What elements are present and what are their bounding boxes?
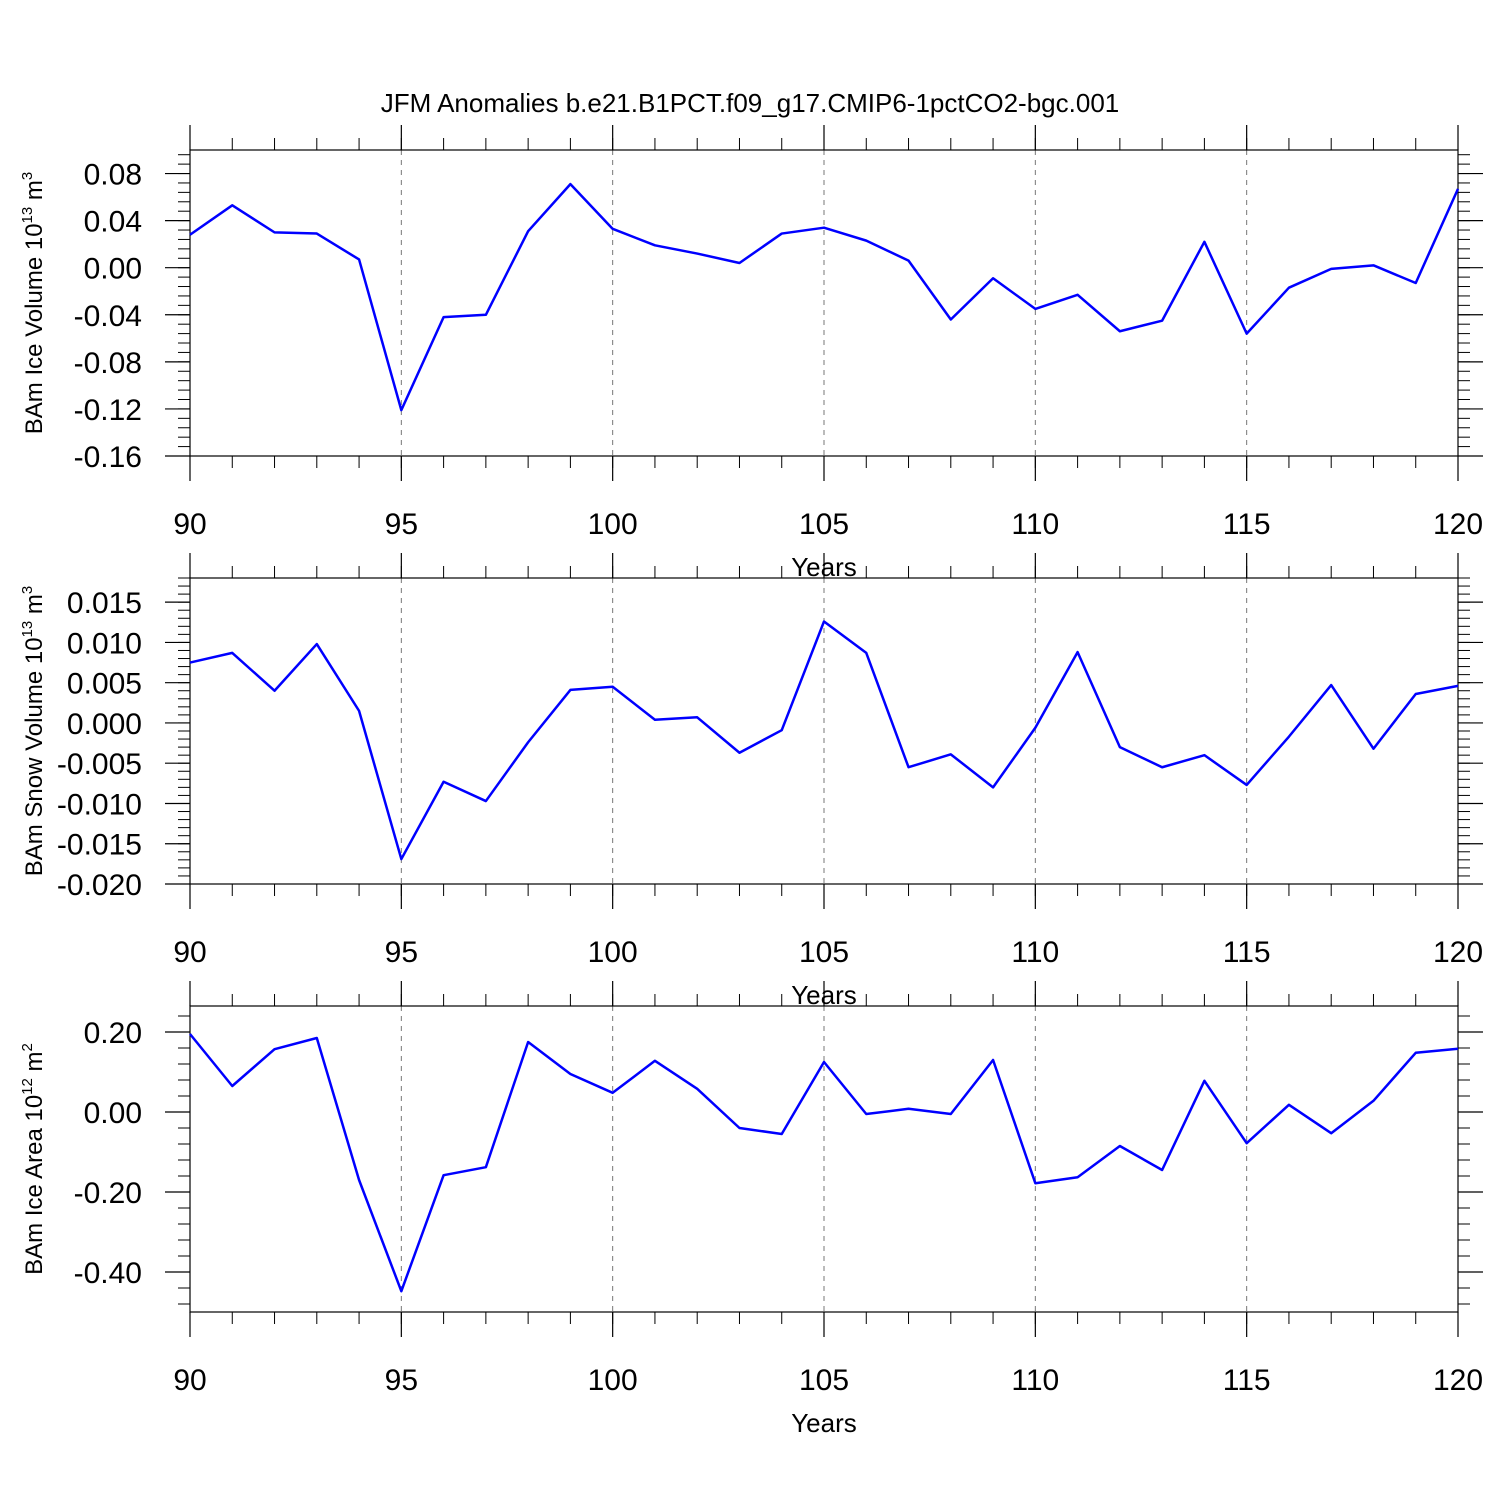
x-tick-label: 120	[1433, 936, 1483, 969]
x-tick-label: 100	[588, 508, 638, 541]
y-axis-label-sup: 13	[19, 207, 36, 224]
x-tick-label: 100	[588, 1364, 638, 1397]
y-axis-label-part: m	[21, 594, 48, 621]
y-axis-label-sup: 3	[19, 586, 36, 594]
y-tick-label: 0.015	[67, 587, 142, 620]
x-tick-label: 90	[173, 1364, 206, 1397]
y-tick-label: -0.08	[74, 347, 142, 380]
x-tick-label: 115	[1223, 508, 1271, 541]
y-axis-label-sup: 2	[19, 1043, 36, 1051]
y-tick-label: 0.00	[84, 253, 142, 286]
y-axis-label: BAm Ice Volume 1013 m3	[19, 172, 48, 434]
y-axis-label: BAm Snow Volume 1013 m3	[19, 586, 48, 877]
x-tick-label: 95	[385, 508, 418, 541]
x-tick-label: 95	[385, 936, 418, 969]
plot-frame	[189, 149, 1459, 457]
x-tick-label: 115	[1223, 936, 1271, 969]
x-tick-label: 120	[1433, 508, 1483, 541]
y-tick-label: -0.020	[57, 869, 142, 902]
y-tick-label: 0.00	[84, 1097, 142, 1130]
x-tick-label: 105	[799, 508, 849, 541]
y-tick-label: -0.04	[74, 300, 142, 333]
x-tick-label: 120	[1433, 1364, 1483, 1397]
x-tick-label: 110	[1011, 508, 1059, 541]
data-line	[189, 620, 1459, 861]
plot-frame	[189, 577, 1459, 885]
y-axis-label-part: BAm Ice Volume 10	[21, 223, 48, 434]
y-tick-label: -0.005	[57, 748, 142, 781]
x-tick-label: 90	[173, 508, 206, 541]
y-tick-label: 0.005	[67, 668, 142, 701]
y-tick-label: -0.16	[74, 441, 142, 474]
y-axis-label-part: m	[21, 180, 48, 207]
y-tick-label: 0.08	[84, 159, 142, 192]
data-line	[189, 1033, 1459, 1293]
y-tick-label: 0.20	[84, 1017, 142, 1050]
x-tick-label: 95	[385, 1364, 418, 1397]
data-line	[189, 182, 1460, 412]
x-tick-label: 110	[1011, 1364, 1059, 1397]
y-axis-label-sup: 12	[19, 1078, 36, 1095]
y-tick-label: -0.12	[74, 394, 142, 427]
y-axis-label: BAm Ice Area 1012 m2	[19, 1043, 48, 1275]
y-tick-label: -0.20	[74, 1177, 142, 1210]
x-tick-label: 100	[588, 936, 638, 969]
x-tick-label: 90	[173, 936, 206, 969]
y-tick-label: -0.40	[74, 1257, 142, 1290]
y-axis-label-sup: 13	[19, 621, 36, 638]
x-tick-label: 105	[799, 1364, 849, 1397]
y-tick-label: 0.04	[84, 206, 142, 239]
y-tick-label: 0.010	[67, 627, 142, 660]
x-tick-label: 105	[799, 936, 849, 969]
y-axis-label-part: m	[21, 1051, 48, 1078]
x-tick-label: 115	[1223, 1364, 1271, 1397]
y-axis-label-part: BAm Snow Volume 10	[21, 637, 48, 876]
y-tick-label: -0.010	[57, 788, 142, 821]
plot-frame	[189, 1005, 1459, 1313]
y-tick-label: -0.015	[57, 829, 142, 862]
y-tick-label: 0.000	[67, 708, 142, 741]
x-axis-label: Years	[791, 1408, 857, 1438]
y-axis-label-part: BAm Ice Area 10	[21, 1095, 48, 1275]
chart-title: JFM Anomalies b.e21.B1PCT.f09_g17.CMIP6-…	[381, 88, 1120, 118]
y-axis-label-sup: 3	[19, 172, 36, 180]
x-tick-label: 110	[1011, 936, 1059, 969]
